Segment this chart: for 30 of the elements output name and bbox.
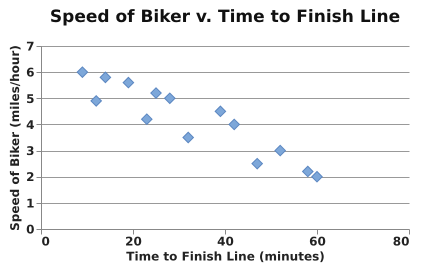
point	[76, 66, 88, 78]
point	[214, 106, 226, 118]
point	[141, 113, 153, 125]
y-tick-label: 7	[26, 40, 34, 54]
y-tick-label: 6	[26, 66, 34, 80]
chart-title: Speed of Biker v. Time to Finish Line	[50, 7, 400, 27]
point	[182, 132, 194, 144]
point	[150, 87, 162, 99]
point	[311, 170, 323, 182]
x-tick-label: 40	[217, 234, 234, 248]
x-tick-label: 20	[125, 234, 142, 248]
point	[228, 118, 240, 130]
point	[302, 166, 314, 178]
y-tick-label: 1	[26, 196, 34, 210]
y-tick-label: 3	[26, 144, 34, 158]
x-tick-label: 80	[392, 234, 410, 248]
point	[90, 95, 102, 107]
x-tick-label: 60	[309, 234, 326, 248]
x-axis-title: Time to Finish Line (minutes)	[126, 250, 325, 264]
y-axis-title: Speed of Biker (miles/hour)	[8, 45, 22, 231]
y-tick-label: 2	[26, 170, 34, 184]
point	[100, 72, 112, 84]
y-tick-label: 4	[26, 118, 34, 132]
y-tick-label: 0	[26, 222, 34, 236]
point	[164, 92, 176, 104]
point	[274, 144, 286, 156]
point	[122, 76, 134, 88]
y-tick-label: 5	[26, 92, 34, 106]
x-tick-label: 0	[42, 234, 50, 248]
point	[251, 158, 263, 170]
